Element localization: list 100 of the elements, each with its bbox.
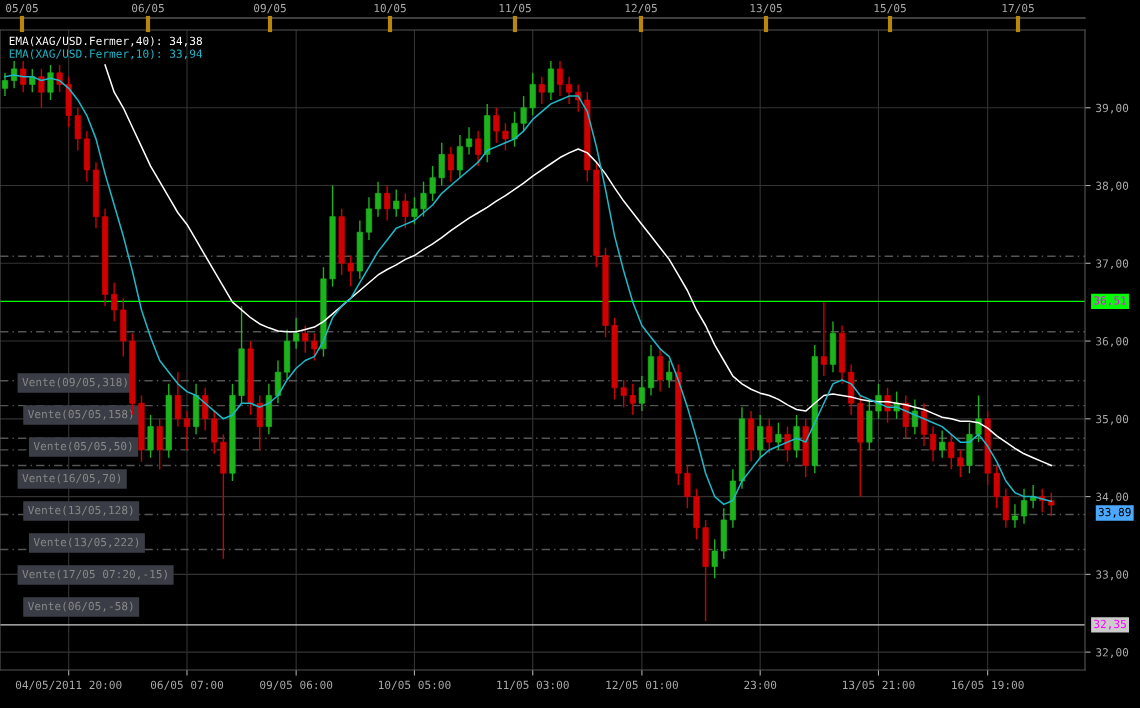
candlestick bbox=[384, 184, 391, 222]
candlestick bbox=[420, 180, 427, 218]
candlestick bbox=[502, 122, 509, 152]
candlestick bbox=[911, 398, 918, 436]
annotation: Vente(13/05,222) bbox=[33, 537, 139, 548]
candlestick bbox=[374, 180, 382, 218]
candlestick bbox=[20, 60, 27, 93]
candlestick bbox=[438, 142, 445, 187]
text: 17/05 bbox=[1002, 3, 1034, 14]
candlestick bbox=[174, 371, 181, 428]
text: 10/05 bbox=[374, 3, 406, 14]
candlestick bbox=[293, 317, 300, 350]
candlestick bbox=[1, 72, 9, 97]
candlestick bbox=[402, 192, 409, 229]
candlestick bbox=[784, 425, 791, 463]
annotation: Vente(05/05,158) bbox=[28, 409, 133, 420]
annotation: Vente(09/05,318) bbox=[22, 377, 127, 388]
candlestick bbox=[183, 410, 191, 451]
annotation: Vente(13/05,128) bbox=[28, 505, 133, 516]
candlestick bbox=[775, 422, 782, 451]
text: 12/05 bbox=[625, 3, 657, 14]
x-tick-label: 04/05/2011 20:00 bbox=[15, 680, 122, 690]
y-tick-label: 36,00 bbox=[1096, 337, 1129, 347]
x-tick-label: 09/05 06:00 bbox=[260, 680, 333, 690]
candlestick bbox=[347, 254, 354, 288]
candlestick bbox=[111, 282, 118, 323]
ref-line-label: 32,35 bbox=[1094, 619, 1126, 630]
x-tick-label: 13/05 21:00 bbox=[843, 680, 915, 690]
x-tick-label: 16/05 19:00 bbox=[952, 680, 1024, 690]
text: 05/05 bbox=[6, 3, 38, 14]
candlestick bbox=[948, 433, 955, 471]
x-tick-label: 11/05 03:00 bbox=[497, 680, 569, 690]
candlestick bbox=[920, 402, 928, 447]
candlestick bbox=[711, 538, 718, 579]
y-tick-label: 38,00 bbox=[1096, 181, 1129, 192]
candlestick bbox=[311, 332, 318, 362]
candlestick bbox=[1030, 484, 1037, 509]
candlestick bbox=[47, 64, 54, 101]
candlestick bbox=[29, 68, 36, 93]
candlestick bbox=[74, 107, 81, 152]
candlestick bbox=[493, 107, 500, 144]
candlestick bbox=[38, 68, 45, 109]
candlestick bbox=[520, 95, 527, 132]
candlestick bbox=[629, 383, 636, 416]
ref-line-label: 36,51 bbox=[1094, 296, 1127, 307]
text: EMA(XAG/USD.Fermer,40): 34,38 bbox=[9, 36, 202, 47]
candlestick bbox=[1020, 488, 1028, 525]
candlestick bbox=[666, 359, 673, 389]
x-tick-label: 06/05 07:00 bbox=[150, 680, 224, 690]
text: 33,89 bbox=[1098, 507, 1131, 518]
y-tick-label: 32,00 bbox=[1096, 648, 1129, 658]
text: 11/05 bbox=[499, 3, 531, 14]
y-tick-label: 35,00 bbox=[1096, 414, 1129, 425]
candlestick bbox=[793, 414, 800, 459]
candlestick bbox=[957, 449, 964, 478]
candlestick bbox=[365, 196, 373, 241]
text: 15/05 bbox=[874, 3, 906, 14]
candlestick bbox=[211, 410, 218, 455]
candlestick bbox=[256, 394, 263, 451]
text: 13/05 bbox=[750, 3, 782, 14]
candlestick bbox=[638, 375, 645, 412]
candlestick bbox=[429, 165, 436, 202]
candlestick bbox=[302, 324, 309, 354]
candlestick bbox=[684, 464, 691, 509]
candlestick bbox=[465, 126, 473, 156]
candlestick bbox=[475, 130, 482, 167]
candlestick bbox=[556, 60, 564, 97]
x-tick-label: 23:00 bbox=[744, 680, 777, 690]
y-tick-label: 33,00 bbox=[1096, 570, 1129, 581]
x-tick-label: 12/05 01:00 bbox=[606, 680, 678, 690]
text: 06/05 bbox=[132, 3, 164, 14]
candlestick bbox=[975, 394, 982, 443]
candlestick bbox=[202, 387, 209, 432]
annotation: Vente(17/05 07:20,-15) bbox=[22, 569, 167, 580]
candlestick bbox=[11, 60, 18, 90]
candlestick bbox=[538, 75, 545, 105]
x-tick-label: 10/05 05:00 bbox=[378, 680, 451, 690]
candlestick bbox=[156, 418, 163, 471]
candlestick bbox=[657, 348, 664, 393]
y-tick-label: 34,00 bbox=[1096, 492, 1129, 503]
candlestick bbox=[566, 75, 573, 105]
candlestick bbox=[147, 414, 154, 459]
annotation: Vente(05/05,50) bbox=[33, 441, 132, 452]
candlestick bbox=[820, 301, 827, 377]
text: 09/05 bbox=[254, 3, 286, 14]
candlestick bbox=[1011, 503, 1019, 529]
y-tick-label: 39,00 bbox=[1096, 103, 1129, 114]
candlestick bbox=[939, 429, 946, 459]
annotation: Vente(16/05,70) bbox=[22, 473, 121, 484]
candlestick bbox=[511, 110, 518, 148]
candlestick bbox=[547, 60, 554, 101]
candlestick bbox=[902, 394, 909, 439]
candlestick bbox=[456, 134, 464, 179]
candlestick bbox=[993, 464, 1000, 509]
candlestick bbox=[757, 414, 764, 459]
candlestick bbox=[929, 425, 937, 463]
candlestick bbox=[529, 72, 536, 117]
candlestick bbox=[447, 145, 454, 183]
candlestick bbox=[766, 418, 773, 455]
candlestick bbox=[620, 379, 627, 408]
